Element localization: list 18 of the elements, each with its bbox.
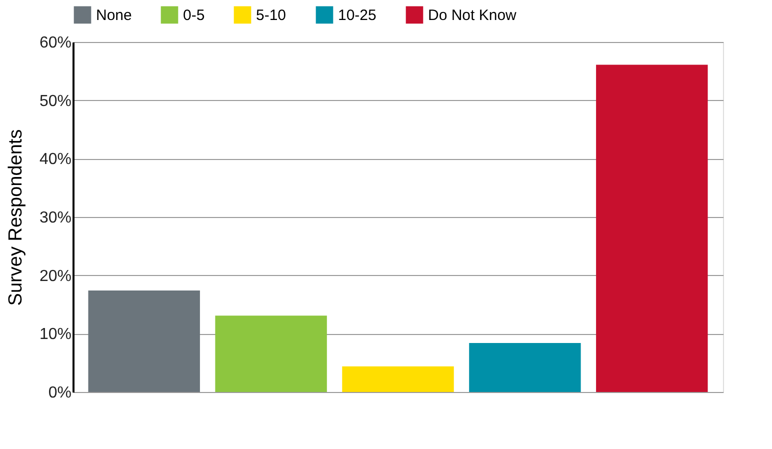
bar <box>342 366 454 392</box>
bar <box>88 290 200 392</box>
y-tick-label: 0% <box>48 384 72 402</box>
y-tick-label: 10% <box>39 326 72 344</box>
bar <box>469 343 581 392</box>
y-tick-label: 20% <box>39 268 72 285</box>
bar <box>215 316 327 392</box>
legend-label: 5-10 <box>256 6 286 24</box>
legend-label: 0-5 <box>183 6 205 24</box>
legend-label: None <box>96 6 132 24</box>
bar <box>596 64 708 392</box>
legend-label: Do Not Know <box>428 6 517 24</box>
y-tick-label: 30% <box>39 210 72 226</box>
y-tick-label: 50% <box>39 92 72 110</box>
y-tick-label: 40% <box>39 151 72 168</box>
legend-label: 10-25 <box>338 6 376 24</box>
y-axis-title: Survey Respondents <box>5 129 26 306</box>
y-tick-label: 60% <box>39 34 72 52</box>
